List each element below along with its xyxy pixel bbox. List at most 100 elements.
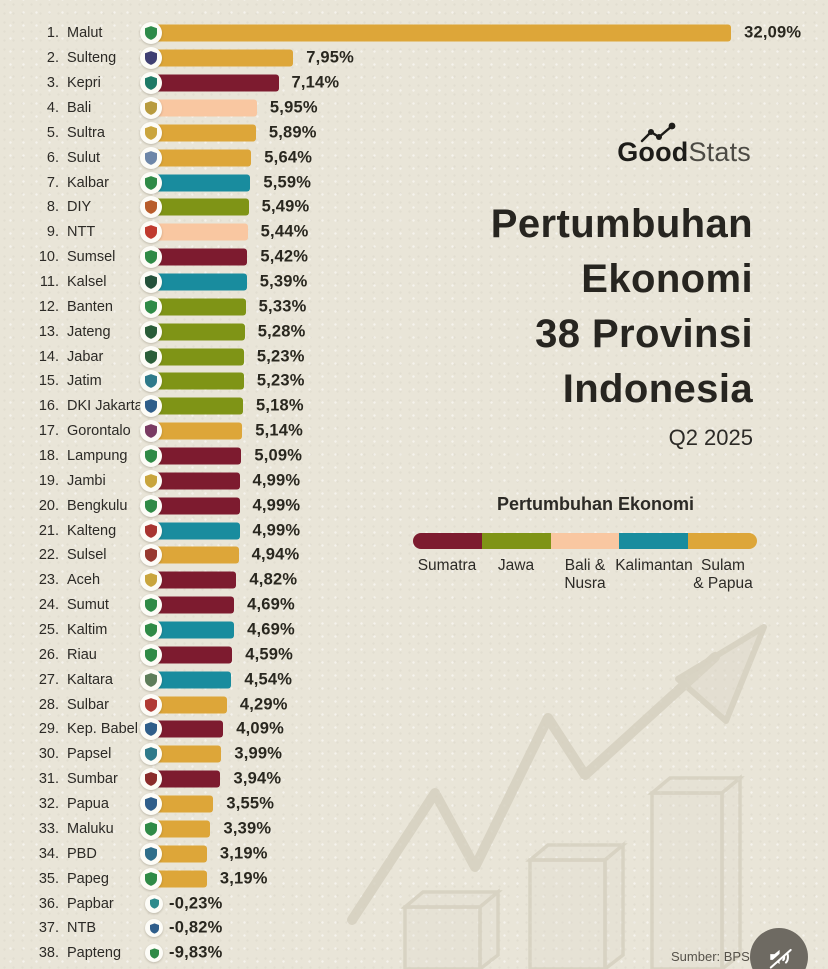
province-label: PBD xyxy=(67,845,97,862)
title-line-1: Pertumbuhan xyxy=(490,202,753,246)
value-bar xyxy=(149,571,237,589)
value-label: 4,69% xyxy=(247,620,295,639)
province-label: Papsel xyxy=(67,746,112,763)
value-label: 3,99% xyxy=(234,744,283,763)
province-label: Jatim xyxy=(67,373,102,390)
province-label: Sumut xyxy=(67,597,109,614)
value-bar xyxy=(149,497,240,515)
chart-row: 19. Jambi 4,99% xyxy=(0,468,828,493)
mute-button[interactable] xyxy=(750,928,808,969)
province-rank: 33. xyxy=(38,820,59,837)
province-rank: 1. xyxy=(46,25,59,42)
legend-label-jawa: Jawa xyxy=(497,557,535,574)
province-rank: 17. xyxy=(38,423,59,440)
value-label: 5,23% xyxy=(256,347,305,366)
province-rank: 20. xyxy=(38,497,59,514)
province-emblem-icon xyxy=(140,469,162,492)
province-rank: 18. xyxy=(38,448,59,465)
province-emblem-icon xyxy=(140,271,162,294)
province-rank: 28. xyxy=(38,696,59,713)
legend-segment-sulampapua xyxy=(688,533,757,549)
province-label: Kepri xyxy=(67,75,101,92)
province-emblem-icon xyxy=(140,221,162,244)
province-emblem-icon xyxy=(140,22,162,45)
value-bar xyxy=(149,870,207,888)
value-label: 5,23% xyxy=(256,371,305,390)
province-rank: 16. xyxy=(38,398,59,415)
province-rank: 29. xyxy=(38,721,59,738)
chart-row: 4. Bali 5,95% xyxy=(0,96,828,121)
chart-row: 22. Sulsel 4,94% xyxy=(0,543,828,568)
chart-row: 13. Jateng 5,28% xyxy=(0,319,828,344)
province-label: Kalteng xyxy=(67,522,117,539)
province-label: Riau xyxy=(67,646,97,663)
value-label: 4,29% xyxy=(239,695,288,714)
chart-row: 27. Kaltara 4,54% xyxy=(0,667,828,692)
value-label: 3,19% xyxy=(219,869,268,888)
value-bar xyxy=(149,348,244,366)
legend-label-sulampapua: Sulam & Papua xyxy=(693,557,753,592)
legend-color-bar xyxy=(413,533,757,549)
province-rank: 38. xyxy=(38,945,59,962)
chart-row: 16. DKI Jakarta 5,18% xyxy=(0,394,828,419)
province-emblem-icon xyxy=(140,569,162,592)
chart-row: 24. Sumut 4,69% xyxy=(0,593,828,618)
value-label: 4,59% xyxy=(245,645,294,664)
province-rank: 2. xyxy=(46,50,59,67)
province-emblem-icon xyxy=(140,494,162,517)
province-label: Sultra xyxy=(67,124,105,141)
province-rank: 30. xyxy=(38,746,59,763)
chart-row: 29. Kep. Babel 4,09% xyxy=(0,717,828,742)
value-label: 7,95% xyxy=(306,48,354,67)
province-emblem-icon xyxy=(140,793,162,816)
province-emblem-icon xyxy=(140,420,162,443)
province-label: NTB xyxy=(67,920,96,937)
province-rank: 13. xyxy=(38,323,59,340)
value-label: -0,23% xyxy=(169,894,223,912)
legend-segment-sumatra xyxy=(413,533,482,549)
province-emblem-icon xyxy=(140,320,162,343)
chart-row: 34. PBD 3,19% xyxy=(0,841,828,866)
value-label: 3,55% xyxy=(226,794,275,813)
chart-row: 6. Sulut 5,64% xyxy=(0,145,828,170)
chart-row: 10. Sumsel 5,42% xyxy=(0,245,828,270)
legend-label-sumatra: Sumatra xyxy=(417,557,477,574)
value-label: 7,14% xyxy=(291,73,340,92)
province-rank: 7. xyxy=(46,174,59,191)
value-bar xyxy=(149,74,279,92)
volume-muted-icon xyxy=(767,946,792,969)
province-emblem-icon xyxy=(140,72,162,95)
value-bar xyxy=(149,671,232,689)
chart-row: 11. Kalsel 5,39% xyxy=(0,270,828,295)
province-rank: 10. xyxy=(38,249,59,266)
province-label: Jateng xyxy=(67,323,111,340)
chart-row: 31. Sumbar 3,94% xyxy=(0,767,828,792)
province-rank: 34. xyxy=(38,845,59,862)
value-label: 4,99% xyxy=(252,471,301,490)
province-emblem-icon xyxy=(140,693,162,716)
value-bar xyxy=(149,273,247,291)
sketch-chart-watermark xyxy=(347,624,767,969)
period-label: Q2 2025 xyxy=(668,425,753,450)
province-rank: 19. xyxy=(38,472,59,489)
value-label: 5,49% xyxy=(261,197,310,216)
value-label: 5,39% xyxy=(259,272,308,291)
source-label: Sumber: BPS xyxy=(671,949,750,964)
value-label: 4,69% xyxy=(247,595,295,614)
chart-row: 2. Sulteng 7,95% xyxy=(0,46,828,71)
province-emblem-icon xyxy=(140,718,162,741)
province-rank: 25. xyxy=(38,622,59,639)
province-label: Sumsel xyxy=(67,249,116,266)
value-bar xyxy=(149,149,252,167)
value-bar xyxy=(149,24,732,42)
value-bar xyxy=(149,820,211,838)
province-label: DKI Jakarta xyxy=(67,398,143,415)
value-bar xyxy=(149,99,257,117)
province-emblem-icon xyxy=(140,370,162,393)
chart-row: 32. Papua 3,55% xyxy=(0,792,828,817)
value-bar xyxy=(149,845,207,863)
chart-row: 33. Maluku 3,39% xyxy=(0,817,828,842)
chart-row: 15. Jatim 5,23% xyxy=(0,369,828,394)
logo-text-stats: Stats xyxy=(688,137,751,167)
